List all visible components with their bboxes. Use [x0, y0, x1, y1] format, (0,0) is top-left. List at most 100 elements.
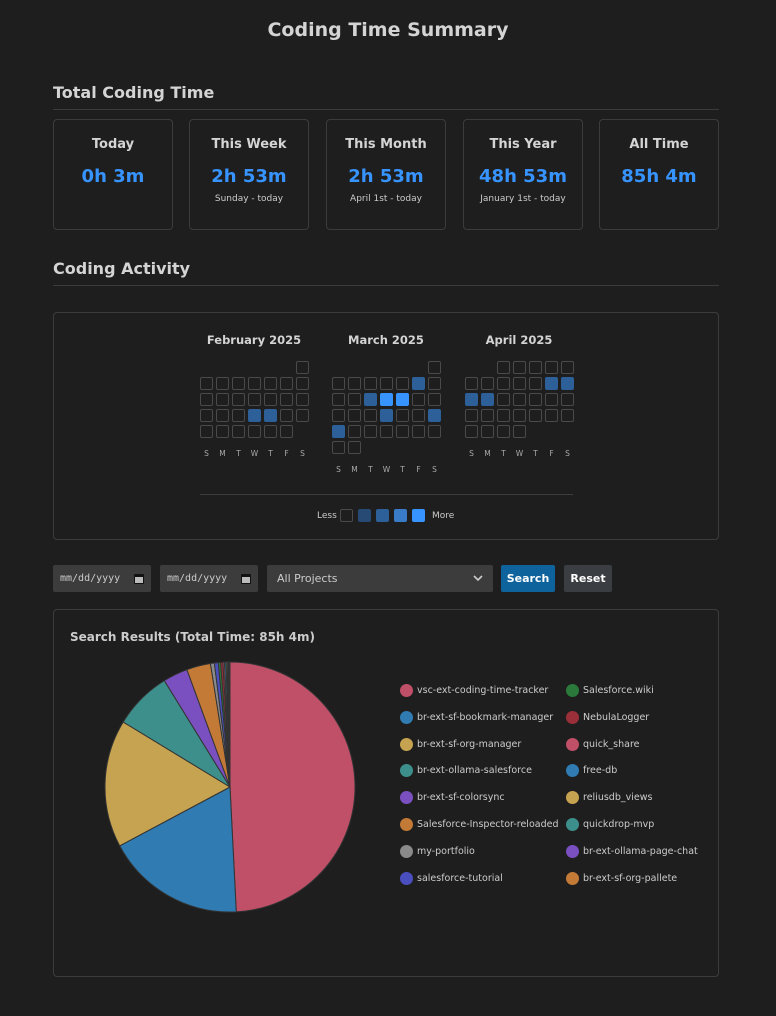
pie-legend-item[interactable]: br-ext-sf-colorsync [400, 791, 505, 805]
heatmap-day-cell[interactable] [529, 361, 542, 374]
pie-legend-item[interactable]: NebulaLogger [566, 710, 649, 724]
heatmap-day-cell[interactable] [513, 393, 526, 406]
pie-slice[interactable] [104, 721, 232, 847]
pie-legend-item[interactable]: quickdrop-mvp [566, 818, 654, 831]
pie-legend-item[interactable]: my-portfolio [400, 844, 475, 858]
heatmap-day-cell[interactable] [513, 425, 526, 438]
heatmap-day-cell[interactable] [481, 425, 494, 438]
heatmap-day-cell[interactable] [248, 377, 261, 390]
heatmap-day-cell[interactable] [513, 409, 526, 422]
pie-slice[interactable] [229, 661, 356, 913]
heatmap-day-cell[interactable] [264, 425, 277, 438]
heatmap-day-cell[interactable] [428, 393, 441, 406]
heatmap-day-cell[interactable] [380, 377, 393, 390]
heatmap-day-cell[interactable] [348, 409, 361, 422]
heatmap-day-cell[interactable] [428, 409, 441, 422]
heatmap-day-cell[interactable] [396, 393, 409, 406]
heatmap-day-cell[interactable] [216, 393, 229, 406]
heatmap-day-cell[interactable] [428, 425, 441, 438]
calendar-icon[interactable] [134, 573, 144, 584]
heatmap-day-cell[interactable] [248, 425, 261, 438]
heatmap-day-cell[interactable] [348, 425, 361, 438]
pie-legend-item[interactable]: quick_share [566, 737, 640, 751]
heatmap-day-cell[interactable] [280, 393, 293, 406]
heatmap-day-cell[interactable] [561, 409, 574, 422]
heatmap-day-cell[interactable] [561, 393, 574, 406]
heatmap-day-cell[interactable] [481, 409, 494, 422]
pie-legend-item[interactable]: Salesforce.wiki [566, 684, 654, 697]
heatmap-day-cell[interactable] [248, 409, 261, 422]
heatmap-day-cell[interactable] [465, 377, 478, 390]
heatmap-day-cell[interactable] [200, 377, 213, 390]
heatmap-day-cell[interactable] [497, 425, 510, 438]
heatmap-day-cell[interactable] [232, 425, 245, 438]
end-date-input[interactable]: mm/dd/yyyy [160, 565, 258, 592]
heatmap-day-cell[interactable] [545, 377, 558, 390]
heatmap-day-cell[interactable] [412, 377, 425, 390]
heatmap-day-cell[interactable] [264, 409, 277, 422]
heatmap-day-cell[interactable] [497, 361, 510, 374]
heatmap-day-cell[interactable] [412, 409, 425, 422]
heatmap-day-cell[interactable] [364, 409, 377, 422]
pie-legend-item[interactable]: salesforce-tutorial [400, 871, 503, 885]
heatmap-day-cell[interactable] [396, 377, 409, 390]
heatmap-day-cell[interactable] [296, 361, 309, 374]
heatmap-day-cell[interactable] [412, 425, 425, 438]
heatmap-day-cell[interactable] [364, 377, 377, 390]
heatmap-day-cell[interactable] [545, 409, 558, 422]
heatmap-day-cell[interactable] [396, 409, 409, 422]
heatmap-day-cell[interactable] [280, 377, 293, 390]
heatmap-day-cell[interactable] [332, 409, 345, 422]
heatmap-day-cell[interactable] [364, 393, 377, 406]
reset-button[interactable]: Reset [564, 565, 612, 592]
pie-legend-item[interactable]: br-ext-sf-org-pallete [566, 871, 677, 885]
pie-legend-item[interactable]: br-ext-sf-bookmark-manager [400, 710, 553, 724]
heatmap-day-cell[interactable] [200, 425, 213, 438]
heatmap-day-cell[interactable] [264, 393, 277, 406]
heatmap-day-cell[interactable] [332, 441, 345, 454]
heatmap-day-cell[interactable] [380, 409, 393, 422]
heatmap-day-cell[interactable] [497, 377, 510, 390]
heatmap-day-cell[interactable] [481, 377, 494, 390]
heatmap-day-cell[interactable] [428, 361, 441, 374]
pie-legend-item[interactable]: Salesforce-Inspector-reloaded [400, 818, 559, 831]
heatmap-day-cell[interactable] [332, 425, 345, 438]
heatmap-day-cell[interactable] [280, 425, 293, 438]
heatmap-day-cell[interactable] [232, 393, 245, 406]
heatmap-day-cell[interactable] [216, 377, 229, 390]
heatmap-day-cell[interactable] [216, 425, 229, 438]
heatmap-day-cell[interactable] [412, 393, 425, 406]
pie-legend-item[interactable]: br-ext-sf-org-manager [400, 737, 521, 751]
heatmap-day-cell[interactable] [216, 409, 229, 422]
heatmap-day-cell[interactable] [561, 361, 574, 374]
heatmap-day-cell[interactable] [200, 409, 213, 422]
heatmap-day-cell[interactable] [380, 425, 393, 438]
heatmap-day-cell[interactable] [248, 393, 261, 406]
heatmap-day-cell[interactable] [465, 393, 478, 406]
pie-slice[interactable] [119, 786, 237, 913]
heatmap-day-cell[interactable] [561, 377, 574, 390]
heatmap-day-cell[interactable] [296, 393, 309, 406]
heatmap-day-cell[interactable] [348, 393, 361, 406]
heatmap-day-cell[interactable] [332, 393, 345, 406]
pie-legend-item[interactable]: vsc-ext-coding-time-tracker [400, 684, 548, 697]
heatmap-day-cell[interactable] [364, 425, 377, 438]
heatmap-day-cell[interactable] [545, 361, 558, 374]
heatmap-day-cell[interactable] [428, 377, 441, 390]
heatmap-day-cell[interactable] [380, 393, 393, 406]
heatmap-day-cell[interactable] [200, 393, 213, 406]
pie-slice[interactable] [228, 661, 231, 788]
heatmap-day-cell[interactable] [280, 409, 293, 422]
heatmap-day-cell[interactable] [332, 377, 345, 390]
pie-legend-item[interactable]: reliusdb_views [566, 791, 652, 805]
calendar-icon[interactable] [241, 573, 251, 584]
project-select[interactable]: All Projects [267, 565, 493, 592]
start-date-input[interactable]: mm/dd/yyyy [53, 565, 151, 592]
heatmap-day-cell[interactable] [513, 377, 526, 390]
pie-legend-item[interactable]: br-ext-ollama-salesforce [400, 764, 532, 778]
heatmap-day-cell[interactable] [513, 361, 526, 374]
heatmap-day-cell[interactable] [264, 377, 277, 390]
heatmap-day-cell[interactable] [465, 409, 478, 422]
heatmap-day-cell[interactable] [465, 425, 478, 438]
heatmap-day-cell[interactable] [529, 377, 542, 390]
